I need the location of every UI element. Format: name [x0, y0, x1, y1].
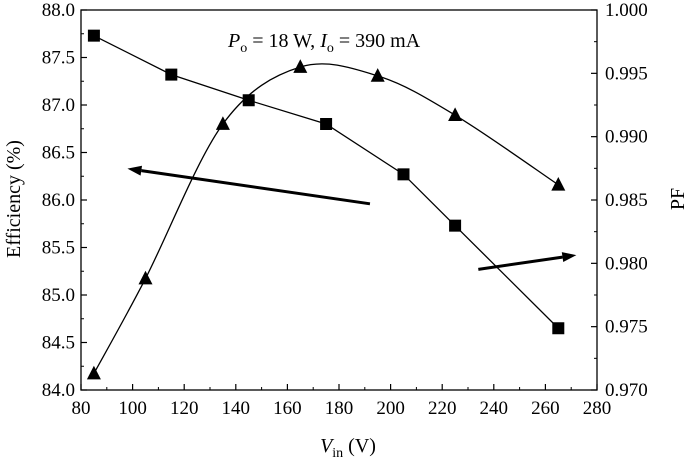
right-tick-label: 0.970: [605, 380, 648, 401]
left-axis-ticks: 84.0 84.5 85.0 85.5 86.0 86.5 87.0 87.5 88.0: [42, 0, 87, 401]
efficiency-point: [449, 219, 462, 232]
right-tick-label: 0.990: [605, 127, 648, 148]
pf-point: [370, 68, 385, 82]
pf-axis-arrow: [478, 255, 563, 271]
right-tick-label: 0.985: [605, 190, 648, 211]
right-tick-label: 0.980: [605, 253, 648, 274]
left-tick-label: 84.5: [42, 333, 75, 354]
left-tick-label: 88.0: [42, 0, 75, 21]
pf-point: [551, 177, 566, 191]
pf-point: [138, 270, 153, 285]
x-axis-ticks: 80 100 120 140 160 180 200 220 240 260 280: [72, 384, 612, 419]
arrow-layer: [127, 165, 577, 271]
right-tick-label: 0.975: [605, 317, 648, 338]
pf-point: [293, 59, 308, 73]
efficiency-axis-arrow: [141, 169, 371, 206]
efficiency-point: [397, 168, 410, 181]
x-axis-title: Vin (V): [320, 435, 376, 461]
left-tick-label: 86.0: [42, 190, 75, 211]
left-axis-title: Efficiency (%): [3, 140, 25, 258]
right-axis-ticks: 0.970 0.975 0.980 0.985 0.990 0.995 1.000: [591, 0, 648, 401]
pf-point: [215, 116, 230, 130]
efficiency-point: [165, 68, 178, 81]
series-layer: [86, 29, 566, 380]
left-tick-label: 85.0: [42, 285, 75, 306]
x-tick-label: 100: [118, 398, 147, 419]
x-tick-label: 140: [222, 398, 251, 419]
right-tick-label: 0.995: [605, 63, 648, 84]
x-tick-label: 280: [583, 398, 612, 419]
efficiency-point: [320, 118, 333, 130]
chart-annotation: Po = 18 W, Io = 390 mA: [227, 30, 421, 56]
x-tick-label: 260: [531, 398, 560, 419]
right-tick-label: 1.000: [605, 0, 648, 21]
pf-point: [86, 365, 101, 380]
x-tick-label: 200: [376, 398, 405, 419]
x-tick-label: 120: [170, 398, 199, 419]
left-tick-label: 86.5: [42, 143, 75, 164]
left-tick-label: 87.5: [42, 48, 75, 69]
x-tick-label: 160: [273, 398, 302, 419]
pf-point: [448, 107, 463, 121]
efficiency-point: [87, 29, 100, 42]
x-tick-label: 80: [72, 398, 91, 419]
left-tick-label: 87.0: [42, 95, 75, 116]
right-axis-title: PF: [667, 188, 689, 210]
efficiency-point: [552, 322, 565, 335]
x-tick-label: 180: [325, 398, 354, 419]
arrow-head: [127, 165, 143, 176]
left-tick-label: 84.0: [42, 380, 75, 401]
arrow-head: [561, 252, 577, 263]
x-tick-label: 240: [480, 398, 509, 419]
x-tick-label: 220: [428, 398, 457, 419]
left-tick-label: 85.5: [42, 238, 75, 259]
